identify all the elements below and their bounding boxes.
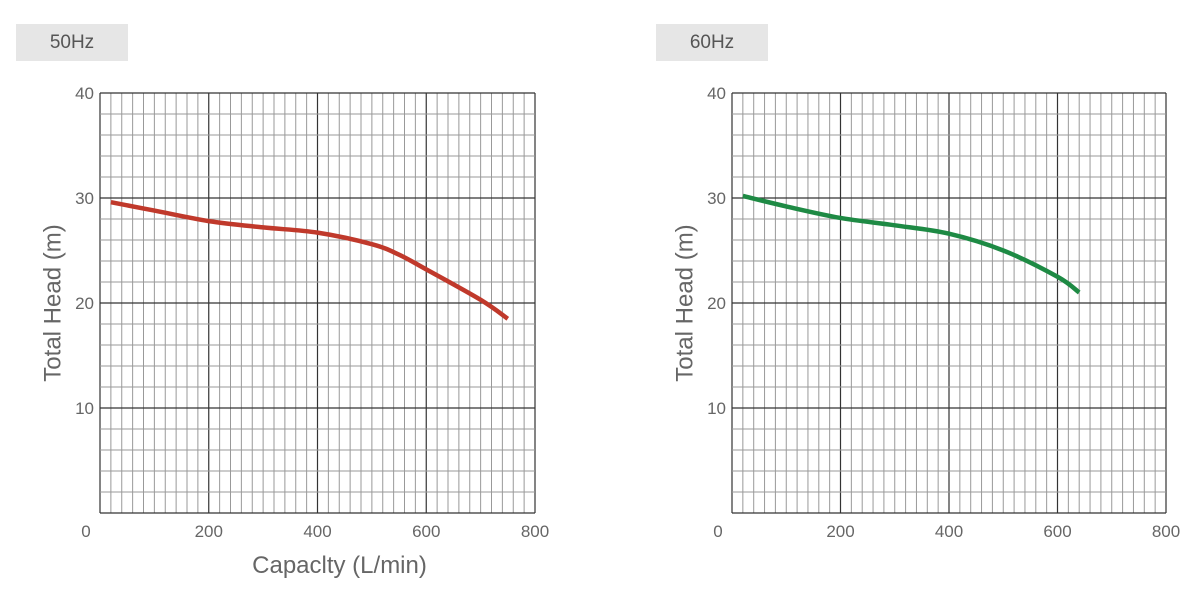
y-tick-label: 20 [707, 294, 726, 313]
tab-50hz[interactable]: 50Hz [16, 24, 128, 61]
x-tick-label: 0 [713, 522, 722, 541]
y-axis-label: Total Head (m) [39, 224, 66, 381]
y-tick-label: 10 [75, 399, 94, 418]
x-tick-label: 800 [521, 522, 549, 541]
y-tick-label: 40 [707, 84, 726, 103]
y-tick-label: 40 [75, 84, 94, 103]
y-axis-label: Total Head (m) [671, 224, 698, 381]
series-line-50Hz [110, 199, 510, 321]
tab-60hz[interactable]: 60Hz [656, 24, 768, 61]
y-tick-label: 10 [707, 399, 726, 418]
x-tick-label: 400 [303, 522, 331, 541]
x-tick-label: 800 [1152, 522, 1180, 541]
chart-panel-60Hz: 0 200 400 600 800 10 20 30 40 Total Head (m) [671, 84, 1180, 541]
y-tick-label: 30 [707, 189, 726, 208]
x-tick-label: 600 [412, 522, 440, 541]
x-tick-label: 400 [935, 522, 963, 541]
y-tick-label: 30 [75, 189, 94, 208]
x-axis-label: Capaclty (L/min) [252, 552, 427, 579]
y-tick-label: 20 [75, 294, 94, 313]
x-tick-label: 600 [1043, 522, 1071, 541]
chart-panel-50Hz: 0 200 400 600 800 10 20 30 40 Total Head (m) Capac… [39, 84, 549, 579]
series-line-60Hz [742, 193, 1081, 295]
x-tick-label: 200 [826, 522, 854, 541]
x-tick-label: 200 [195, 522, 223, 541]
x-tick-label: 0 [81, 522, 90, 541]
